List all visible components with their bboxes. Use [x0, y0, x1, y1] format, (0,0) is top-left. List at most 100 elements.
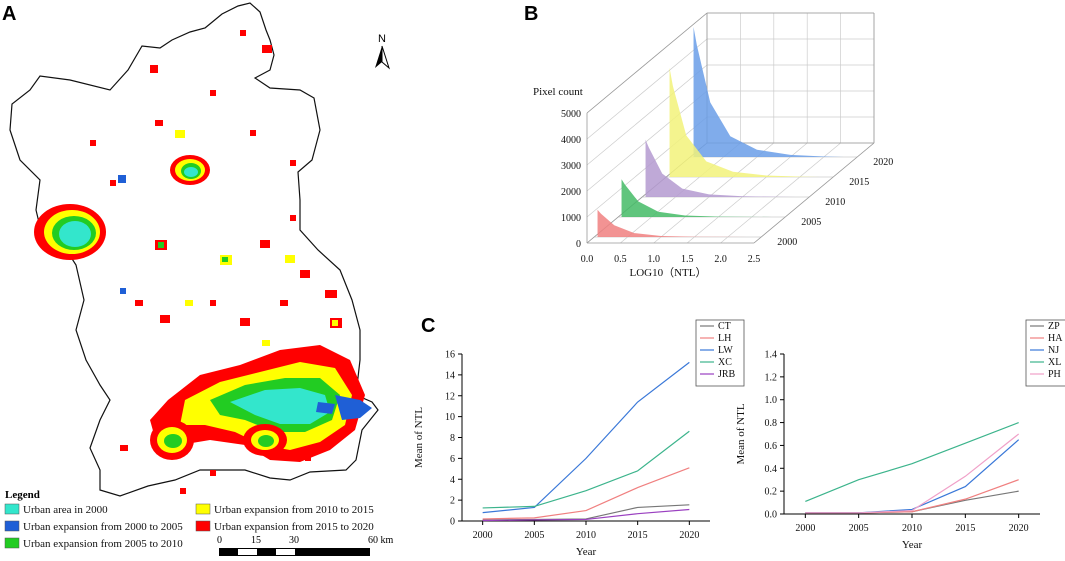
legend-swatch: [4, 503, 20, 515]
legend-label: Urban area in 2000: [23, 504, 108, 516]
legend-label: JRB: [718, 369, 736, 380]
y-tick-label: 1.0: [765, 395, 778, 406]
scale-label-30: 30: [289, 535, 299, 546]
z-tick-label: 2020: [873, 157, 893, 168]
z-tick-label: 2010: [825, 197, 845, 208]
x-tick-label: 2000: [473, 530, 493, 541]
legend-label: Urban expansion from 2015 to 2020: [214, 521, 374, 533]
y-tick-label: 12: [445, 391, 455, 402]
y-tick-label: 1.4: [765, 350, 778, 361]
ridge-chart: 2020 2015 2010 2005 2000 0 1000 2000 3000 4000 500…: [533, 12, 893, 279]
legend-label: NJ: [1048, 345, 1059, 356]
ridge-series-2010: [645, 139, 796, 197]
x-tick-label: 2005: [524, 530, 544, 541]
legend-items: Urban area in 2000 Urban expansion from 2…: [4, 503, 374, 550]
x-tick-label: 2.0: [714, 254, 727, 265]
z-tick-label: 2000: [777, 237, 797, 248]
y-tick-label: 0.4: [765, 464, 778, 475]
legend-label: Urban expansion from 2010 to 2015: [214, 504, 374, 516]
x-axis-label: LOG10（NTL）: [630, 266, 707, 279]
y-tick-label: 2: [450, 496, 455, 507]
y-tick-label: 4000: [561, 135, 581, 146]
legend-swatch: [195, 503, 211, 515]
urban-patches: [34, 30, 372, 494]
z-tick-label: 2005: [801, 217, 821, 228]
series-line-jrb: [482, 508, 690, 522]
x-tick-label: 2010: [576, 530, 596, 541]
line-chart-left: 0 2 4 6 8 10 12 14 16 2000 2005 2010 2015 2020 Year Mea…: [413, 319, 745, 558]
gridline: [586, 90, 708, 192]
y-tick-label: 2000: [561, 187, 581, 198]
legend-label: ZP: [1048, 321, 1060, 332]
y-axis-label: Pixel count: [533, 86, 583, 98]
legend-title: Legend: [5, 489, 40, 501]
series-line-lw: [482, 361, 690, 514]
series-line-ph: [805, 433, 1020, 514]
axis-line: [753, 142, 875, 244]
scale-label-0: 0: [217, 535, 222, 546]
ridge-series-2015: [669, 67, 820, 177]
map-legend: Legend Urban area in 2000 Urban expansion…: [4, 489, 374, 550]
y-tick-label: 10: [445, 412, 455, 423]
scale-bar: 0 15 30 60 km: [217, 535, 394, 556]
gridline: [653, 142, 775, 244]
map-panel: N Legend Urban area in 2000 Urban expansi…: [4, 2, 394, 556]
x-tick-label: 2020: [1009, 523, 1029, 534]
y-tick-label: 0.8: [765, 418, 778, 429]
y-tick-label: 5000: [561, 109, 581, 120]
legend-label: HA: [1048, 333, 1063, 344]
y-tick-label: 6: [450, 454, 455, 465]
x-tick-label: 2.5: [748, 254, 761, 265]
y-tick-label: 8: [450, 433, 455, 444]
legend-label: Urban expansion from 2005 to 2010: [23, 538, 183, 550]
x-tick-label: 2015: [955, 523, 975, 534]
legend-label: Urban expansion from 2000 to 2005: [23, 521, 183, 533]
y-tick-label: 14: [445, 370, 455, 381]
y-tick-label: 0: [576, 239, 581, 250]
x-tick-label: 1.5: [681, 254, 694, 265]
series-line-xl: [805, 422, 1019, 502]
x-tick-label: 2015: [628, 530, 648, 541]
legend-label: LH: [718, 333, 731, 344]
x-tick-label: 0.0: [581, 254, 594, 265]
series-line-lh: [482, 467, 690, 520]
legend-label: XC: [718, 357, 732, 368]
x-tick-label: 1.0: [648, 254, 661, 265]
x-tick-label: 2005: [849, 523, 869, 534]
y-axis-label: Mean of NTL: [413, 407, 425, 468]
x-tick-label: 2010: [902, 523, 922, 534]
x-axis-label: Year: [576, 546, 597, 558]
gridline: [586, 38, 708, 140]
x-tick-label: 0.5: [614, 254, 627, 265]
y-tick-label: 0.6: [765, 441, 778, 452]
legend-label: CT: [718, 321, 731, 332]
gridline: [720, 142, 841, 244]
y-tick-label: 1000: [561, 213, 581, 224]
scale-label-15: 15: [251, 535, 261, 546]
legend-box: [695, 319, 745, 387]
z-tick-label: 2015: [849, 177, 869, 188]
y-tick-label: 4: [450, 475, 455, 486]
y-tick-label: 16: [445, 350, 455, 361]
legend-swatch: [4, 520, 20, 532]
axis-line: [586, 12, 708, 114]
ridge-series-2020: [693, 27, 844, 157]
legend-swatch: [4, 537, 20, 549]
series-line-nj: [805, 439, 1020, 514]
panel-label-b: B: [524, 3, 538, 25]
legend-label: XL: [1048, 357, 1061, 368]
y-tick-label: 0.2: [765, 487, 778, 498]
series-line-xc: [482, 430, 690, 509]
legend-label: LW: [718, 345, 733, 356]
panel-label-c: C: [421, 315, 435, 337]
north-arrow-icon: N: [375, 33, 391, 70]
legend-box: [1025, 319, 1065, 387]
panel-label-a: A: [2, 3, 16, 25]
y-tick-label: 1.2: [765, 372, 778, 383]
north-label: N: [378, 33, 386, 45]
y-axis-label: Mean of NTL: [735, 403, 747, 464]
legend-label: PH: [1048, 369, 1061, 380]
ridge-series-2000: [597, 209, 748, 237]
gridline: [586, 64, 708, 166]
